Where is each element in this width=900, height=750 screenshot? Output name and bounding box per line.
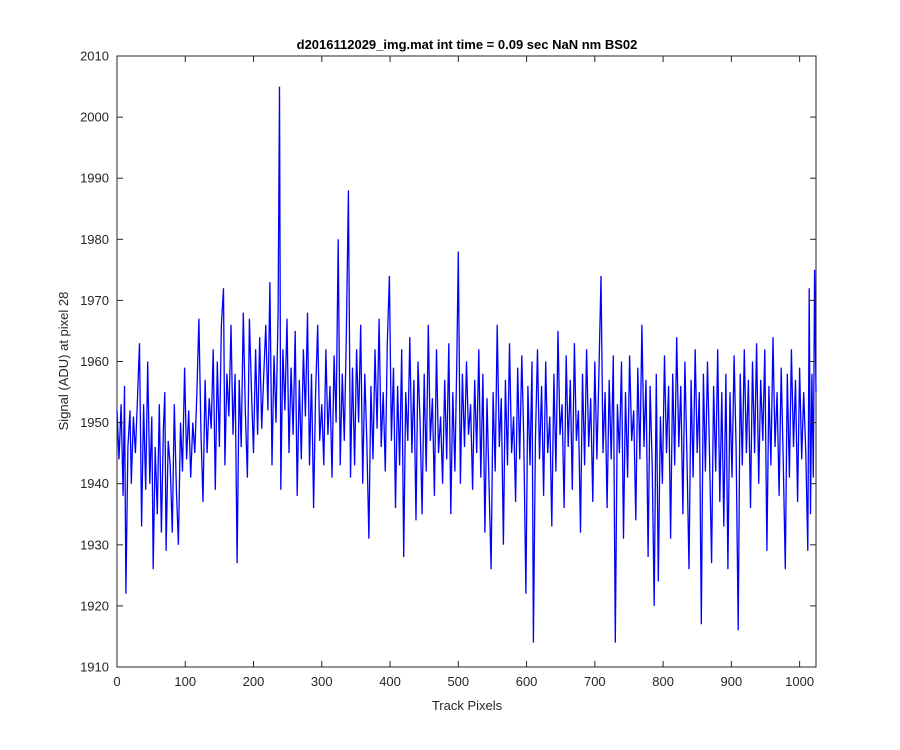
y-tick-label: 2000 — [80, 110, 109, 125]
x-tick-label: 300 — [311, 674, 333, 689]
y-tick-label: 1980 — [80, 232, 109, 247]
y-tick-label: 1990 — [80, 171, 109, 186]
x-tick-label: 200 — [243, 674, 265, 689]
x-tick-label: 800 — [652, 674, 674, 689]
chart-title: d2016112029_img.mat int time = 0.09 sec … — [297, 37, 638, 52]
x-tick-label: 0 — [113, 674, 120, 689]
y-tick-label: 1920 — [80, 598, 109, 613]
x-tick-label: 400 — [379, 674, 401, 689]
y-tick-label: 2010 — [80, 49, 109, 64]
x-axis-label: Track Pixels — [432, 698, 503, 713]
y-tick-label: 1960 — [80, 354, 109, 369]
series-line — [116, 86, 817, 643]
x-tick-label: 100 — [174, 674, 196, 689]
plot-area — [116, 55, 817, 668]
x-tick-label: 1000 — [785, 674, 814, 689]
x-tick-label: 600 — [516, 674, 538, 689]
y-tick-label: 1930 — [80, 537, 109, 552]
y-axis-label: Signal (ADU) at pixel 28 — [56, 292, 71, 431]
y-tick-label: 1940 — [80, 476, 109, 491]
y-tick-label: 1950 — [80, 415, 109, 430]
y-axis-ticks: 1910 1920 1930 1940 1950 1960 1970 1980 1990 2000… — [80, 49, 816, 675]
x-tick-label: 500 — [447, 674, 469, 689]
x-tick-label: 900 — [721, 674, 743, 689]
x-axis-ticks: 0 100 200 300 400 500 600 700 800 900 1000 — [113, 56, 814, 689]
y-tick-label: 1910 — [80, 660, 109, 675]
x-tick-label: 700 — [584, 674, 606, 689]
y-tick-label: 1970 — [80, 293, 109, 308]
